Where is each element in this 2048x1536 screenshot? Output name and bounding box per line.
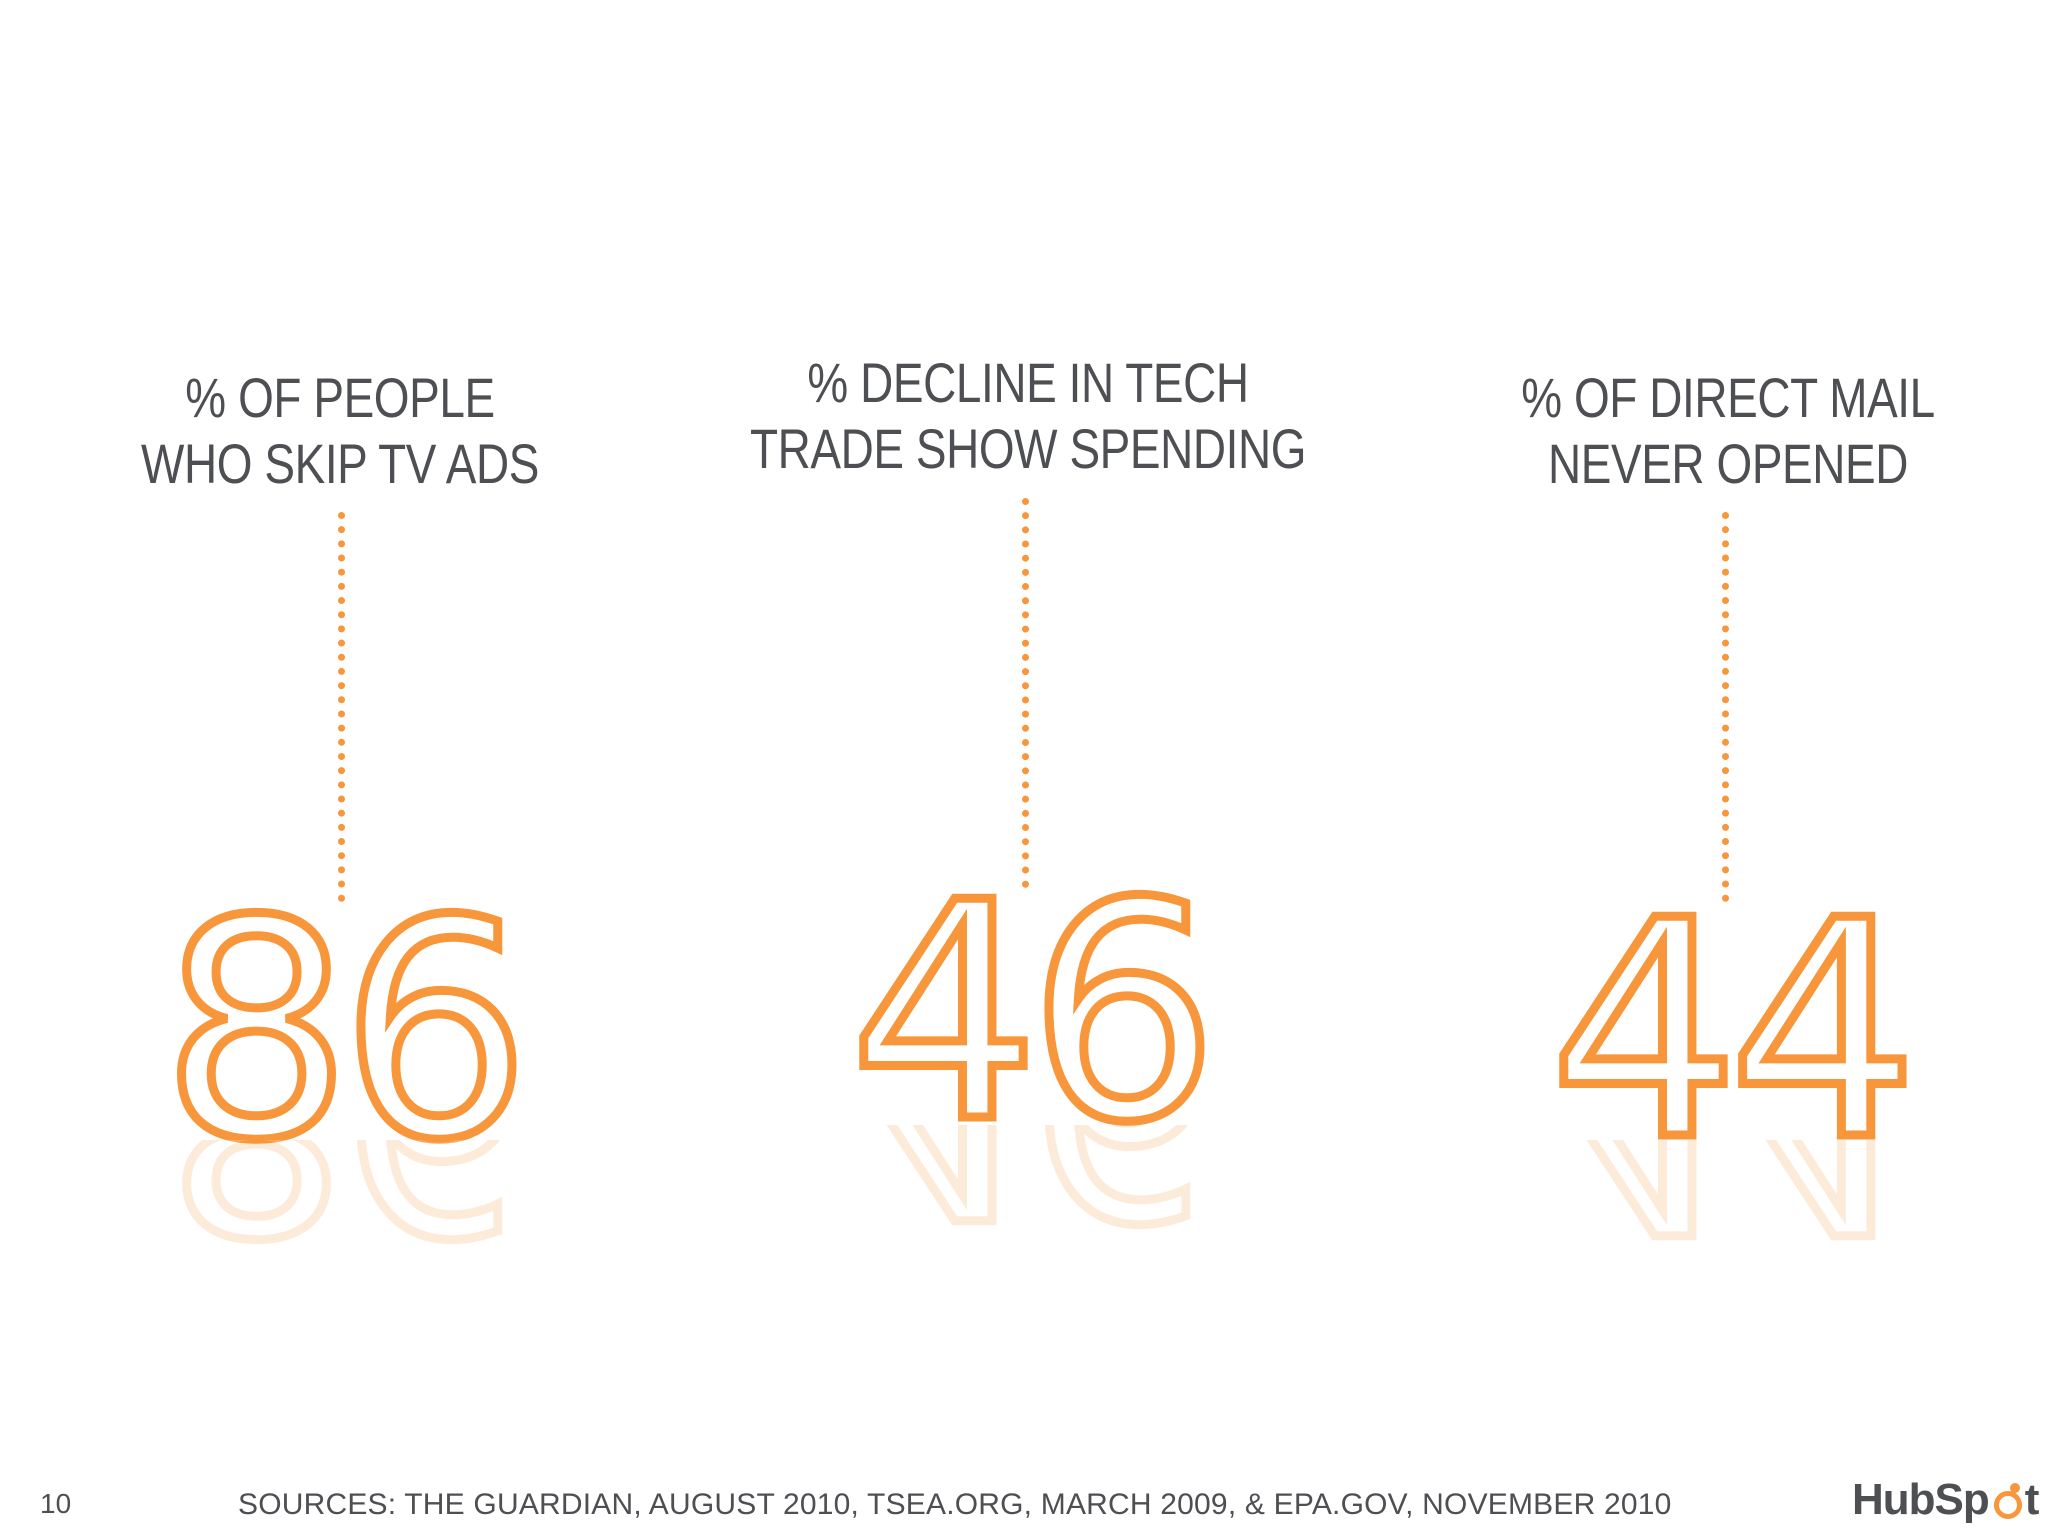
stat-value-reflection: 46 — [688, 1125, 1368, 1255]
stat-label-line-2: TRADE SHOW SPENDING — [749, 417, 1307, 480]
sources-citation: SOURCES: THE GUARDIAN, AUGUST 2010, TSEA… — [238, 1488, 1672, 1521]
stat-label-line-1: % DECLINE IN TECH — [807, 351, 1249, 414]
stat-label: % DECLINE IN TECH TRADE SHOW SPENDING — [749, 350, 1307, 482]
sprocket-icon — [1990, 1483, 2024, 1519]
stat-label-line-2: WHO SKIP TV ADS — [141, 432, 539, 495]
stat-label-line-2: NEVER OPENED — [1548, 432, 1908, 495]
stat-skip-tv-ads: % OF PEOPLE WHO SKIP TV ADS 86 86 — [0, 0, 680, 1400]
dotted-connector — [338, 512, 345, 902]
stat-value-reflection: 86 — [0, 1140, 680, 1270]
stat-trade-show-spending: % DECLINE IN TECH TRADE SHOW SPENDING 46… — [688, 0, 1368, 1400]
stat-label: % OF DIRECT MAIL NEVER OPENED — [1449, 365, 2007, 497]
stat-value: 44 — [1545, 857, 1924, 1206]
dotted-connector — [1722, 512, 1729, 902]
logo-text-start: HubSp — [1852, 1475, 1990, 1524]
dotted-connector — [1022, 498, 1029, 888]
slide-number: 10 — [40, 1488, 72, 1519]
stat-direct-mail-unopened: % OF DIRECT MAIL NEVER OPENED 44 44 — [1388, 0, 2048, 1400]
stat-label-line-1: % OF DIRECT MAIL — [1521, 366, 1935, 429]
stat-label-line-1: % OF PEOPLE — [185, 366, 495, 429]
stat-value-reflection: 44 — [1388, 1140, 2048, 1270]
stat-label: % OF PEOPLE WHO SKIP TV ADS — [61, 365, 619, 497]
stat-value: 46 — [845, 839, 1224, 1188]
stat-value: 86 — [157, 857, 536, 1206]
hubspot-logo: HubSp t — [1852, 1470, 2040, 1530]
logo-text-end: t — [2024, 1475, 2040, 1524]
